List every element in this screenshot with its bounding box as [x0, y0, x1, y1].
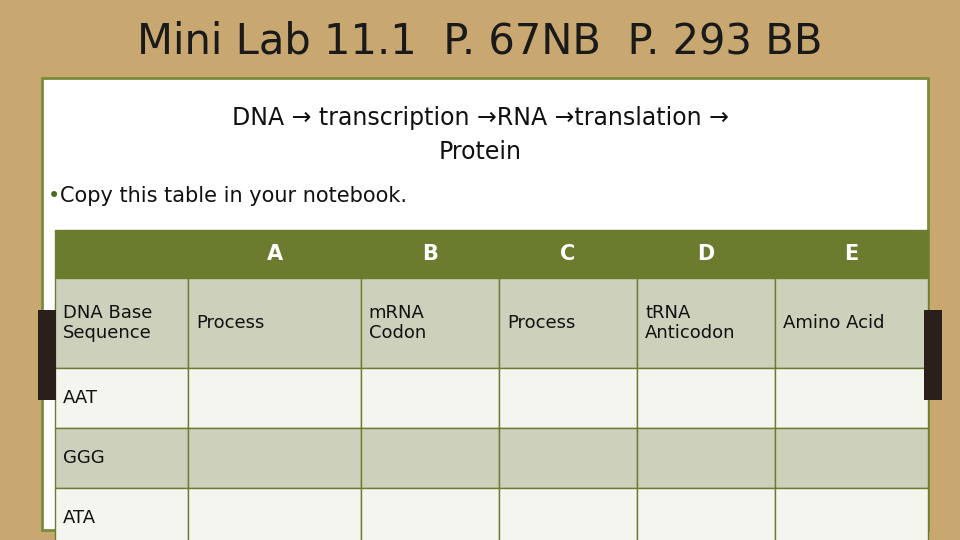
Bar: [499, 488, 637, 540]
Bar: [361, 368, 499, 428]
Bar: [188, 230, 361, 278]
Bar: [637, 488, 775, 540]
Bar: [499, 278, 637, 368]
Text: Process: Process: [196, 314, 265, 332]
Bar: [775, 368, 928, 428]
Bar: [55, 278, 188, 368]
Bar: [188, 488, 361, 540]
Bar: [924, 310, 942, 400]
Text: mRNA
Codon: mRNA Codon: [369, 303, 426, 342]
Text: Process: Process: [507, 314, 575, 332]
Bar: [361, 488, 499, 540]
Text: Copy this table in your notebook.: Copy this table in your notebook.: [60, 186, 407, 206]
Bar: [499, 428, 637, 488]
Bar: [361, 278, 499, 368]
Bar: [775, 488, 928, 540]
Text: Mini Lab 11.1  P. 67NB  P. 293 BB: Mini Lab 11.1 P. 67NB P. 293 BB: [137, 21, 823, 63]
Bar: [188, 368, 361, 428]
Bar: [188, 278, 361, 368]
Bar: [55, 428, 188, 488]
Text: E: E: [845, 244, 858, 264]
Bar: [637, 278, 775, 368]
Bar: [499, 230, 637, 278]
Bar: [775, 278, 928, 368]
Bar: [775, 428, 928, 488]
Bar: [637, 230, 775, 278]
Bar: [188, 428, 361, 488]
Bar: [637, 368, 775, 428]
Bar: [361, 428, 499, 488]
Bar: [361, 230, 499, 278]
Text: D: D: [697, 244, 714, 264]
Text: DNA Base
Sequence: DNA Base Sequence: [63, 303, 153, 342]
Text: AAT: AAT: [63, 389, 98, 407]
Bar: [55, 230, 188, 278]
Text: GGG: GGG: [63, 449, 105, 467]
Text: Protein: Protein: [439, 140, 521, 164]
Text: •: •: [48, 186, 60, 206]
Bar: [637, 428, 775, 488]
Bar: [499, 368, 637, 428]
Text: B: B: [421, 244, 438, 264]
Text: ATA: ATA: [63, 509, 96, 527]
Text: tRNA
Anticodon: tRNA Anticodon: [645, 303, 735, 342]
Bar: [55, 488, 188, 540]
Bar: [38, 310, 56, 400]
Bar: [42, 78, 928, 530]
Bar: [55, 368, 188, 428]
Text: A: A: [267, 244, 282, 264]
Bar: [775, 230, 928, 278]
Text: DNA → transcription →RNA →translation →: DNA → transcription →RNA →translation →: [231, 106, 729, 130]
Text: C: C: [561, 244, 576, 264]
Text: Amino Acid: Amino Acid: [783, 314, 884, 332]
